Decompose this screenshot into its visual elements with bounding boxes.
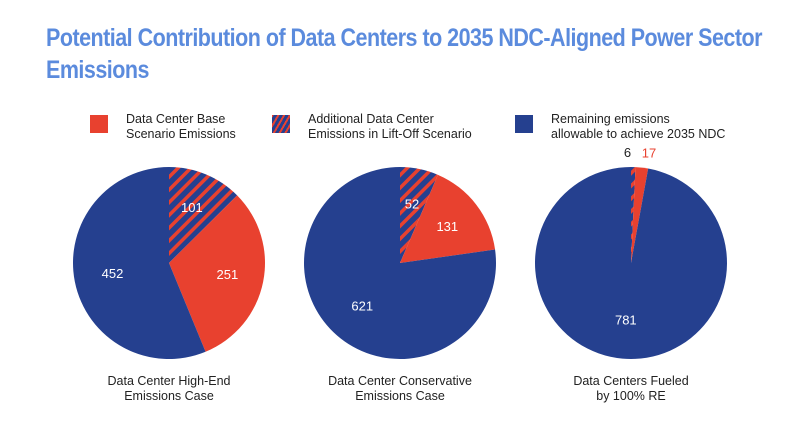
- data-label: 781: [615, 312, 637, 327]
- legend-label: Additional Data Center: [308, 112, 434, 126]
- caption-line: Emissions Case: [355, 389, 445, 403]
- legend-item-remaining: Remaining emissions allowable to achieve …: [515, 112, 725, 142]
- legend-item-additional: Additional Data Center Emissions in Lift-…: [272, 112, 472, 142]
- legend-label: Scenario Emissions: [126, 127, 236, 141]
- data-label: 6: [624, 145, 631, 160]
- legend-label: Data Center Base: [126, 112, 226, 126]
- caption-line: by 100% RE: [596, 389, 666, 403]
- pie-slice: [400, 167, 438, 263]
- caption-line: Data Center High-End: [107, 374, 231, 388]
- data-label: 452: [102, 266, 124, 281]
- pie-caption: Data Center High-End Emissions Case: [69, 374, 269, 404]
- data-label: 101: [181, 200, 203, 215]
- pie-slice: [631, 167, 649, 263]
- data-label: 251: [216, 267, 238, 282]
- pie-slice: [303, 167, 496, 359]
- pie-slice: [169, 167, 238, 263]
- chart-title: Potential Contribution of Data Centers t…: [46, 24, 762, 84]
- pie-slice: [169, 195, 265, 352]
- legend-swatch-additional: [272, 115, 290, 133]
- pie-slice: [535, 167, 727, 359]
- data-label: 621: [351, 298, 373, 313]
- caption-line: Data Centers Fueled: [573, 374, 689, 388]
- pie-slice: [631, 167, 636, 263]
- pie-slice: [400, 174, 496, 263]
- data-label: 52: [405, 197, 419, 212]
- legend-swatch-base: [90, 115, 108, 133]
- data-label: 131: [436, 219, 458, 234]
- pie-caption: Data Centers Fueled by 100% RE: [531, 374, 731, 404]
- caption-line: Emissions Case: [124, 389, 214, 403]
- pie-caption: Data Center Conservative Emissions Case: [300, 374, 500, 404]
- legend-label: Emissions in Lift-Off Scenario: [308, 127, 472, 141]
- legend-label: allowable to achieve 2035 NDC: [551, 127, 726, 141]
- legend-label: Remaining emissions: [551, 112, 670, 126]
- data-label: 17: [642, 146, 656, 161]
- legend-item-base: Data Center Base Scenario Emissions: [90, 112, 236, 142]
- legend-swatch-remaining: [515, 115, 533, 133]
- pie-slice: [73, 167, 206, 359]
- caption-line: Data Center Conservative: [328, 374, 472, 388]
